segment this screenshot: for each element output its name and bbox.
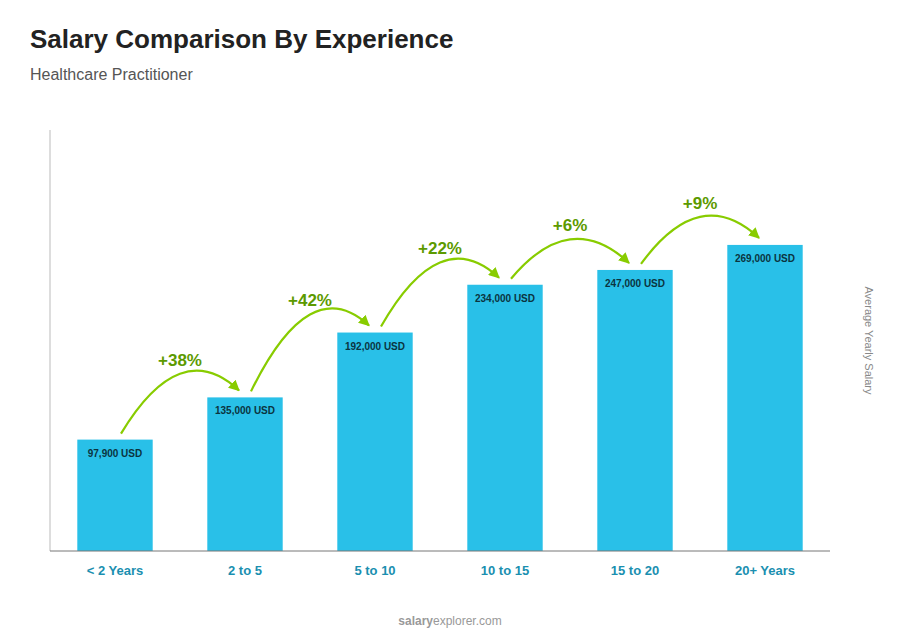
bars [77,245,802,551]
annotation: +6% [553,216,588,235]
annotation: +22% [418,239,462,258]
data-label: 247,000 USD [605,278,665,289]
data-label: 269,000 USD [735,253,795,264]
watermark-normal: explorer.com [433,614,502,628]
subtitle: Healthcare Practitioner [30,66,193,83]
change-arrow [381,259,499,327]
data-label: 192,000 USD [345,341,405,352]
x-tick-label: < 2 Years [87,563,144,578]
x-tick-label: 2 to 5 [228,563,262,578]
watermark-bold: salary [398,614,433,628]
annotation: +38% [158,351,202,370]
y-axis-line [50,130,51,551]
background [0,0,900,641]
data-label: 97,900 USD [88,448,142,459]
y-axis-label: Average Yearly Salary [863,286,875,395]
x-tick-label: 20+ Years [735,563,795,578]
bar [727,245,802,551]
title: Salary Comparison By Experience [30,24,453,54]
change-arrow [511,239,629,279]
annotation: +42% [288,291,332,310]
change-arrow [641,216,759,264]
bar [597,270,672,551]
x-tick-label: 5 to 10 [354,563,395,578]
change-arrow [121,371,239,434]
data-label: 234,000 USD [475,293,535,304]
x-axis-line [50,551,830,552]
data-label: 135,000 USD [215,405,275,416]
chart: Salary Comparison By Experience Healthcar… [0,0,900,641]
bar [467,285,542,551]
bar [337,333,412,551]
bar [207,397,282,551]
watermark: salaryexplorer.com [398,614,501,628]
x-tick-label: 15 to 20 [611,563,659,578]
change-arrow [251,308,369,391]
bar [77,440,152,551]
x-tick-label: 10 to 15 [481,563,529,578]
annotation: +9% [683,194,718,213]
